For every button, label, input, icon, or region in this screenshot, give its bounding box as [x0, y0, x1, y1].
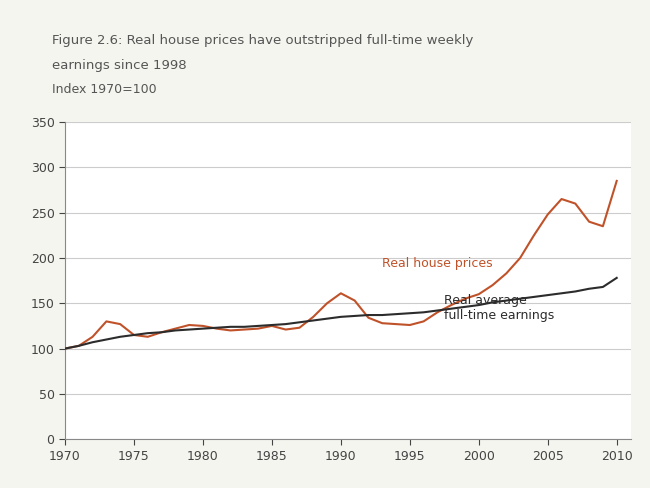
Text: Real average
full-time earnings: Real average full-time earnings	[445, 294, 554, 322]
Text: Real house prices: Real house prices	[382, 257, 493, 270]
Text: Index 1970=100: Index 1970=100	[52, 83, 157, 96]
Text: earnings since 1998: earnings since 1998	[52, 59, 187, 72]
Text: Figure 2.6: Real house prices have outstripped full-time weekly: Figure 2.6: Real house prices have outst…	[52, 34, 473, 47]
